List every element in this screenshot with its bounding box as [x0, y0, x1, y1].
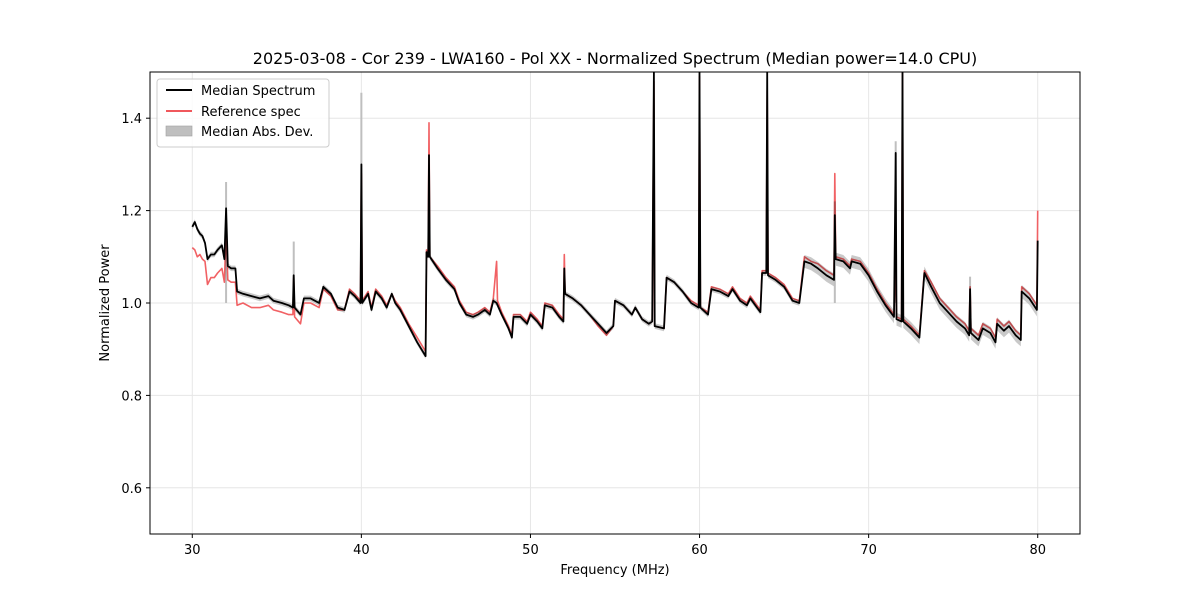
y-axis-label: Normalized Power	[98, 244, 113, 362]
x-tick-label: 30	[184, 543, 201, 558]
y-tick-label: 1.2	[121, 205, 142, 220]
y-tick-label: 0.6	[121, 482, 142, 497]
x-tick-label: 80	[1029, 543, 1046, 558]
reference-spec-line	[191, 72, 1039, 353]
x-tick-label: 50	[522, 543, 539, 558]
legend-box	[156, 78, 330, 148]
x-tick-label: 40	[353, 543, 370, 558]
chart-title: 2025-03-08 - Cor 239 - LWA160 - Pol XX -…	[253, 49, 977, 68]
axis-ticks: 30 40 50 60 70 80 0.6 0.8 1.0 1.2 1.4	[121, 112, 1046, 558]
y-tick-label: 0.8	[121, 389, 142, 404]
series-lines	[191, 72, 1039, 357]
y-tick-label: 1.4	[121, 112, 142, 127]
legend: Median Spectrum Reference spec Median Ab…	[156, 78, 330, 148]
x-axis-label: Frequency (MHz)	[560, 563, 669, 578]
legend-median-label: Median Spectrum	[201, 84, 315, 99]
legend-mad-label: Median Abs. Dev.	[201, 125, 313, 140]
legend-mad-swatch	[165, 125, 193, 137]
legend-reference-label: Reference spec	[201, 105, 301, 120]
y-tick-label: 1.0	[121, 297, 142, 312]
x-tick-label: 60	[691, 543, 708, 558]
x-tick-label: 70	[860, 543, 877, 558]
